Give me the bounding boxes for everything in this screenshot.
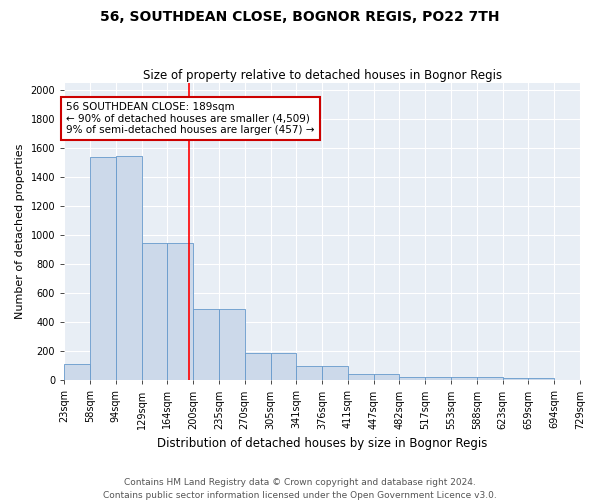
Bar	[529, 378, 554, 380]
Bar	[219, 310, 245, 380]
Bar	[142, 242, 167, 380]
Title: Size of property relative to detached houses in Bognor Regis: Size of property relative to detached ho…	[143, 69, 502, 82]
Bar	[503, 378, 529, 380]
Bar	[90, 157, 116, 380]
Bar	[193, 310, 219, 380]
Bar	[271, 354, 296, 380]
Bar	[451, 378, 477, 380]
Bar	[64, 364, 90, 380]
Bar	[477, 378, 503, 380]
Text: 56, SOUTHDEAN CLOSE, BOGNOR REGIS, PO22 7TH: 56, SOUTHDEAN CLOSE, BOGNOR REGIS, PO22 …	[100, 10, 500, 24]
Bar	[374, 374, 400, 380]
Text: 56 SOUTHDEAN CLOSE: 189sqm
← 90% of detached houses are smaller (4,509)
9% of se: 56 SOUTHDEAN CLOSE: 189sqm ← 90% of deta…	[66, 102, 315, 135]
Bar	[116, 156, 142, 380]
Bar	[322, 366, 348, 380]
X-axis label: Distribution of detached houses by size in Bognor Regis: Distribution of detached houses by size …	[157, 437, 487, 450]
Y-axis label: Number of detached properties: Number of detached properties	[15, 144, 25, 320]
Bar	[400, 376, 425, 380]
Bar	[425, 376, 451, 380]
Text: Contains HM Land Registry data © Crown copyright and database right 2024.
Contai: Contains HM Land Registry data © Crown c…	[103, 478, 497, 500]
Bar	[167, 242, 193, 380]
Bar	[296, 366, 322, 380]
Bar	[348, 374, 374, 380]
Bar	[245, 354, 271, 380]
